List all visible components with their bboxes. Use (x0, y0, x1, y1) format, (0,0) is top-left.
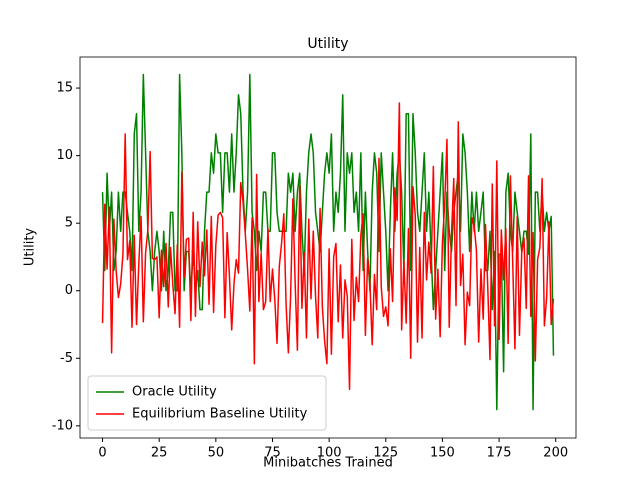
line (101, 102, 555, 391)
y-tick-label: 15 (56, 81, 73, 96)
y-tick-label: 5 (65, 216, 73, 231)
x-tick-label: 100 (317, 446, 342, 461)
y-axis-label: Utility (23, 228, 38, 267)
x-tick-label: 150 (430, 446, 455, 461)
legend-label: Equilibrium Baseline Utility (132, 407, 308, 422)
y-tick-label: -5 (60, 351, 73, 366)
x-tick-label: 125 (373, 446, 398, 461)
x-tick-label: 0 (98, 446, 106, 461)
x-axis-label: Minibatches Trained (263, 456, 393, 471)
plot-frame (79, 56, 577, 439)
y-tick-label: 10 (56, 148, 73, 163)
x-tick-label: 25 (151, 446, 168, 461)
legend-label: Oracle Utility (132, 385, 217, 400)
x-tick-label: 175 (487, 446, 512, 461)
x-tick-label: 50 (208, 446, 225, 461)
y-tick-label: -10 (52, 418, 73, 433)
x-tick-label: 75 (264, 446, 281, 461)
y-tick-label: 0 (65, 283, 73, 298)
chart-title: Utility (307, 36, 348, 52)
x-tick-label: 200 (543, 446, 568, 461)
legend-box (87, 375, 327, 431)
